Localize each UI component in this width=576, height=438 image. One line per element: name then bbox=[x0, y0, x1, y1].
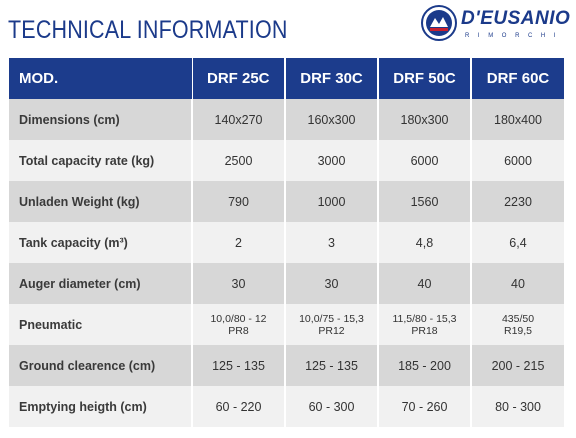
table-cell: 200 - 215 bbox=[471, 345, 564, 386]
cell-line: 11,5/80 - 15,3 bbox=[392, 312, 457, 325]
table-cell: 80 - 300 bbox=[471, 386, 564, 427]
table-cell: 185 - 200 bbox=[378, 345, 472, 386]
cell-line: 435/50 bbox=[501, 312, 535, 325]
cell-line: 10,0/75 - 15,3 bbox=[299, 312, 364, 325]
table-cell: 6000 bbox=[471, 140, 564, 181]
cell-line: 10,0/80 - 12 bbox=[210, 312, 267, 325]
row-label: Tank capacity (m³) bbox=[9, 222, 193, 263]
table-row: Emptying heigth (cm) 60 - 220 60 - 300 7… bbox=[9, 386, 564, 427]
cell-line: R19,5 bbox=[503, 324, 533, 337]
table-cell: 180x300 bbox=[378, 99, 472, 140]
table-cell: 40 bbox=[378, 263, 472, 304]
table-cell: 60 - 300 bbox=[285, 386, 379, 427]
table-row: Pneumatic 10,0/80 - 12 PR8 10,0/75 - 15,… bbox=[9, 304, 564, 345]
table-cell: 3 bbox=[285, 222, 379, 263]
table-cell: 790 bbox=[192, 181, 286, 222]
row-label: Emptying heigth (cm) bbox=[9, 386, 193, 427]
table-cell: 2 bbox=[192, 222, 286, 263]
table-cell: 6000 bbox=[378, 140, 472, 181]
table-cell: 10,0/80 - 12 PR8 bbox=[192, 304, 286, 345]
table-cell: 125 - 135 bbox=[192, 345, 286, 386]
brand-name: D'EUSANIO bbox=[461, 8, 571, 29]
brand-emblem-icon bbox=[421, 5, 457, 41]
table-header-row: MOD. DRF 25C DRF 30C DRF 50C DRF 60C bbox=[9, 58, 564, 99]
table-cell: 30 bbox=[285, 263, 379, 304]
row-label: Unladen Weight (kg) bbox=[9, 181, 193, 222]
row-label: Pneumatic bbox=[9, 304, 193, 345]
table-cell: 435/50 R19,5 bbox=[471, 304, 564, 345]
cell-line: PR18 bbox=[411, 324, 438, 337]
column-header-model: MOD. bbox=[9, 58, 193, 99]
table-cell: 140x270 bbox=[192, 99, 286, 140]
table-row: Dimensions (cm) 140x270 160x300 180x300 … bbox=[9, 99, 564, 140]
table-cell: 2230 bbox=[471, 181, 564, 222]
table-row: Ground clearence (cm) 125 - 135 125 - 13… bbox=[9, 345, 564, 386]
row-label: Total capacity rate (kg) bbox=[9, 140, 193, 181]
table-row: Unladen Weight (kg) 790 1000 1560 2230 bbox=[9, 181, 564, 222]
column-header-drf-30c: DRF 30C bbox=[285, 58, 379, 99]
table-cell: 60 - 220 bbox=[192, 386, 286, 427]
row-label: Dimensions (cm) bbox=[9, 99, 193, 140]
table-cell: 10,0/75 - 15,3 PR12 bbox=[285, 304, 379, 345]
brand-subtitle: RIMORCHI bbox=[465, 33, 565, 39]
row-label: Ground clearence (cm) bbox=[9, 345, 193, 386]
table-cell: 1000 bbox=[285, 181, 379, 222]
table-cell: 4,8 bbox=[378, 222, 472, 263]
table-row: Auger diameter (cm) 30 30 40 40 bbox=[9, 263, 564, 304]
technical-specs-table: MOD. DRF 25C DRF 30C DRF 50C DRF 60C Dim… bbox=[9, 58, 564, 427]
table-cell: 160x300 bbox=[285, 99, 379, 140]
table-cell: 180x400 bbox=[471, 99, 564, 140]
table-row: Total capacity rate (kg) 2500 3000 6000 … bbox=[9, 140, 564, 181]
table-cell: 11,5/80 - 15,3 PR18 bbox=[378, 304, 472, 345]
table-cell: 1560 bbox=[378, 181, 472, 222]
table-row: Tank capacity (m³) 2 3 4,8 6,4 bbox=[9, 222, 564, 263]
page-title: TECHNICAL INFORMATION bbox=[8, 16, 288, 44]
column-header-drf-50c: DRF 50C bbox=[378, 58, 472, 99]
row-label: Auger diameter (cm) bbox=[9, 263, 193, 304]
table-cell: 6,4 bbox=[471, 222, 564, 263]
table-cell: 3000 bbox=[285, 140, 379, 181]
column-header-drf-60c: DRF 60C bbox=[471, 58, 564, 99]
column-header-drf-25c: DRF 25C bbox=[192, 58, 286, 99]
brand-logo: D'EUSANIO RIMORCHI bbox=[421, 3, 571, 47]
table-cell: 40 bbox=[471, 263, 564, 304]
cell-line: PR8 bbox=[228, 324, 249, 337]
cell-line: PR12 bbox=[318, 324, 345, 337]
table-cell: 70 - 260 bbox=[378, 386, 472, 427]
table-cell: 125 - 135 bbox=[285, 345, 379, 386]
table-cell: 2500 bbox=[192, 140, 286, 181]
table-cell: 30 bbox=[192, 263, 286, 304]
